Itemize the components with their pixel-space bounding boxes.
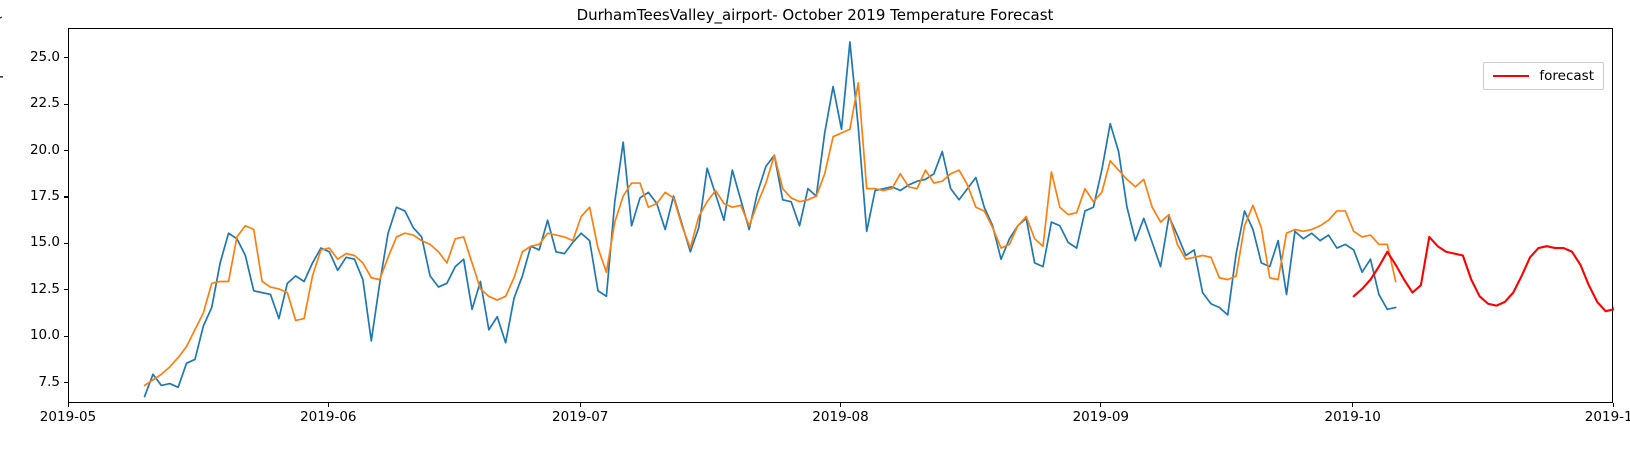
y-tick-label: 22.5	[29, 95, 60, 112]
chart-title: DurhamTeesValley_airport- October 2019 T…	[576, 6, 1054, 24]
x-tick-label: 2019-11	[1584, 409, 1630, 425]
x-tick-mark	[1352, 403, 1354, 407]
x-tick-label: 2019-05	[39, 409, 97, 425]
legend-swatch-forecast	[1493, 74, 1530, 78]
y-tick-mark	[64, 57, 68, 59]
y-tick-mark	[64, 150, 68, 152]
x-tick-mark	[67, 403, 69, 407]
y-tick-label: 15.0	[29, 234, 60, 251]
plot-area: forecast	[68, 28, 1614, 403]
series-line-observed	[143, 41, 1397, 398]
y-tick-mark	[64, 242, 68, 245]
x-tick-label: 2019-09	[1072, 409, 1129, 425]
plot-lines	[143, 41, 1614, 398]
series-line-forecast	[1352, 235, 1614, 313]
legend-label-forecast: forecast	[1539, 68, 1594, 84]
y-tick-mark	[64, 335, 68, 337]
x-tick-mark	[579, 403, 581, 407]
y-tick-mark	[64, 196, 68, 198]
y-tick-label: 12.5	[29, 280, 60, 297]
x-tick-label: 2019-08	[812, 409, 869, 425]
series-line-fitted	[143, 81, 1397, 387]
x-tick-label: 2019-07	[551, 409, 609, 425]
x-tick-label: 2019-10	[1324, 409, 1381, 425]
x-tick-mark	[840, 403, 842, 407]
y-tick-label: 10.0	[29, 327, 60, 344]
x-tick-mark	[1612, 403, 1614, 407]
y-axis-label: Temperature(°C)	[0, 0, 4, 107]
y-tick-mark	[64, 382, 68, 384]
y-tick-label: 7.5	[38, 373, 60, 390]
y-tick-label: 25.0	[29, 48, 60, 65]
x-tick-label: 2019-06	[300, 409, 357, 425]
chart-legend[interactable]: forecast	[1483, 62, 1604, 90]
y-tick-mark	[64, 103, 68, 105]
y-tick-label: 20.0	[29, 141, 60, 158]
x-tick-mark	[1100, 403, 1102, 407]
y-tick-label: 17.5	[29, 187, 60, 204]
y-tick-mark	[64, 289, 68, 291]
x-tick-mark	[327, 403, 329, 407]
